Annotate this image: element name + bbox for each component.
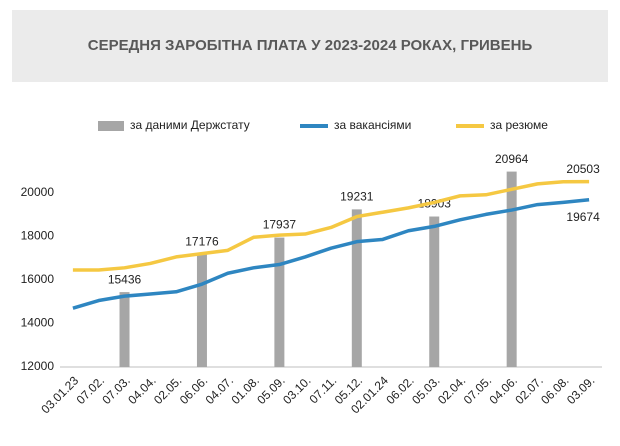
legend-swatch <box>98 121 124 131</box>
x-tick-label: 07.02. <box>74 373 107 406</box>
data-label: 20503 <box>566 162 600 176</box>
y-tick-label: 20000 <box>21 185 55 199</box>
x-tick-label: 03.10. <box>280 373 313 406</box>
x-tick-label: 07.05. <box>461 373 494 406</box>
x-tick-label: 05.03. <box>409 373 442 406</box>
data-label: 17937 <box>263 218 297 232</box>
legend-label: за резюме <box>490 118 548 132</box>
x-tick-label: 06.02. <box>383 373 416 406</box>
data-label: 15436 <box>108 272 142 286</box>
x-tick-label: 06.08. <box>538 373 571 406</box>
x-tick-label: 02.05. <box>151 373 184 406</box>
bar <box>506 171 517 367</box>
x-tick-label: 04.07. <box>203 373 236 406</box>
x-tick-label: 05.09. <box>254 373 287 406</box>
x-tick-label: 04.06. <box>487 373 520 406</box>
bar <box>351 209 362 367</box>
x-tick-label: 04.04. <box>125 373 158 406</box>
y-tick-label: 12000 <box>21 359 55 373</box>
data-label: 19231 <box>340 190 374 204</box>
x-tick-label: 03.09. <box>564 373 597 406</box>
bar <box>274 237 285 367</box>
y-tick-label: 16000 <box>21 272 55 286</box>
data-label: 19674 <box>566 210 600 224</box>
x-tick-label: 02.07. <box>512 373 545 406</box>
legend-label: за даними Держстату <box>130 118 250 132</box>
data-label: 17176 <box>185 234 219 248</box>
title-box <box>12 10 608 82</box>
data-label: 20964 <box>495 152 529 166</box>
y-tick-label: 14000 <box>21 316 55 330</box>
line <box>72 197 590 310</box>
legend-label: за вакансіями <box>334 118 411 132</box>
x-tick-label: 07.11. <box>306 373 339 406</box>
bar <box>119 292 130 367</box>
x-tick-label: 01.08. <box>228 373 261 406</box>
line <box>72 179 590 272</box>
x-tick-label: 02.04. <box>435 373 468 406</box>
chart-title: СЕРЕДНЯ ЗАРОБІТНА ПЛАТА У 2023-2024 РОКА… <box>88 37 533 54</box>
y-tick-label: 18000 <box>21 228 55 242</box>
x-tick-label: 06.06. <box>177 373 210 406</box>
bar <box>429 216 440 367</box>
bar <box>196 254 207 367</box>
x-tick-label: 07.03. <box>99 373 132 406</box>
